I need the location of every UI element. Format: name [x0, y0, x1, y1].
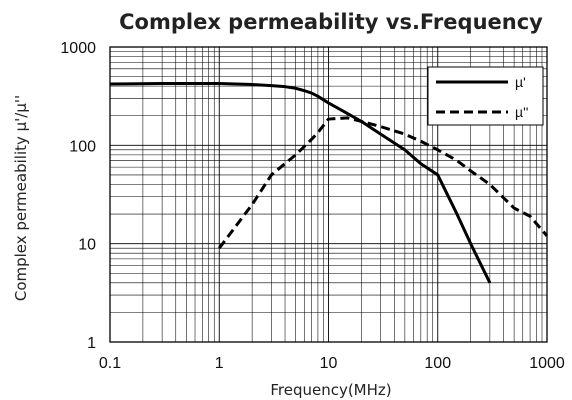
series-line-mu-real	[109, 82, 492, 284]
x-tick-label: 1	[215, 355, 224, 372]
x-tick-label: 1000	[529, 355, 565, 372]
y-tick-label: 100	[69, 138, 96, 155]
x-tick-label: 10	[320, 355, 338, 372]
chart-title: Complex permeability vs.Frequency	[119, 10, 543, 34]
y-tick-label: 1000	[60, 40, 96, 57]
legend-label: µ''	[515, 104, 528, 120]
y-axis-label: Complex permeability µ'/µ''	[12, 95, 30, 301]
x-tick-label: 100	[424, 355, 451, 372]
grid	[109, 47, 547, 343]
y-tick-label: 1	[87, 335, 96, 352]
series-layer	[109, 82, 549, 284]
legend-label: µ'	[515, 74, 526, 90]
legend: µ' µ''	[427, 66, 544, 126]
y-tick-label: 10	[78, 237, 96, 254]
plot-frame	[109, 46, 548, 343]
x-axis-label: Frequency(MHz)	[270, 381, 391, 399]
legend-box	[427, 66, 544, 126]
x-tick-label: 0.1	[99, 355, 121, 372]
